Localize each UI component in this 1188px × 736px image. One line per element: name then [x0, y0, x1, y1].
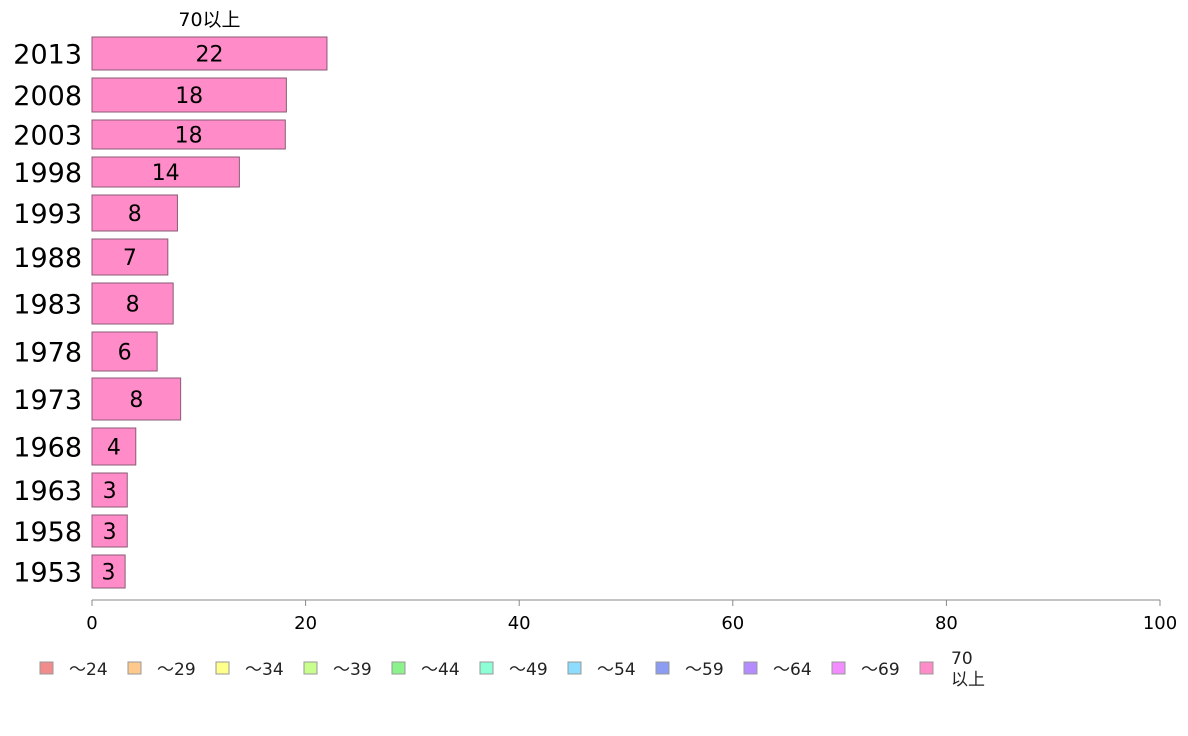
legend-swatch-6 — [567, 661, 582, 675]
category-label-1983: 1983 — [13, 290, 82, 321]
category-label-2008: 2008 — [13, 81, 82, 112]
legend-label-10: 70 以上 — [951, 649, 985, 690]
category-label-1973: 1973 — [13, 385, 82, 416]
x-tick-label-60: 60 — [721, 613, 744, 634]
bar-1978-series-10 — [91, 331, 158, 372]
value-label-1973: 8 — [129, 388, 143, 413]
legend-swatch-7 — [655, 661, 670, 675]
category-label-1998: 1998 — [13, 158, 82, 189]
legend-swatch-10 — [919, 661, 934, 675]
category-label-1953: 1953 — [13, 558, 82, 589]
legend-label-7: ～59 — [685, 660, 724, 680]
legend-label-6: ～54 — [597, 660, 636, 680]
value-label-1953: 3 — [102, 561, 116, 586]
legend-swatch-2 — [215, 661, 230, 675]
category-label-2003: 2003 — [13, 121, 82, 152]
legend-label-5: ～49 — [509, 660, 548, 680]
x-tick-label-0: 0 — [86, 613, 97, 634]
bar-1983-series-10 — [91, 282, 174, 325]
category-label-1963: 1963 — [13, 476, 82, 507]
x-tick-label-40: 40 — [508, 613, 531, 634]
legend-swatch-4 — [391, 661, 406, 675]
value-label-1968: 4 — [107, 436, 121, 461]
x-tick-label-80: 80 — [935, 613, 958, 634]
value-label-1963: 3 — [103, 479, 117, 504]
legend-swatch-8 — [743, 661, 758, 675]
legend-label-2: ～34 — [245, 660, 284, 680]
bar-1958-series-10 — [91, 514, 128, 548]
bar-2013-series-10 — [91, 36, 328, 71]
category-label-1968: 1968 — [13, 433, 82, 464]
legend-swatch-5 — [479, 661, 494, 675]
value-label-1988: 7 — [123, 246, 137, 271]
category-label-1958: 1958 — [13, 517, 82, 548]
value-label-2008: 18 — [175, 84, 203, 109]
value-label-1983: 8 — [126, 293, 140, 318]
category-labels: 2013 2008 2003 1998 1993 1988 1983 1978 1973 1968… — [13, 40, 82, 589]
legend-swatch-3 — [303, 661, 318, 675]
x-axis: 0 20 40 60 80 100 — [86, 599, 1177, 634]
x-tick-label-20: 20 — [294, 613, 317, 634]
legend-swatch-0 — [39, 661, 54, 675]
value-label-1978: 6 — [118, 341, 132, 366]
bar-2003-series-10 — [91, 119, 286, 150]
bar-2008-series-10 — [91, 77, 287, 113]
bar-1953-series-10 — [91, 554, 126, 589]
legend-label-9: ～69 — [861, 660, 900, 680]
value-label-1993: 8 — [128, 202, 142, 227]
bar-1993-series-10 — [91, 194, 178, 232]
legend: ～24 ～29 ～34 ～39 ～44 ～49 ～54 ～59 ～64 ～69 70 以上 — [39, 649, 985, 690]
category-label-2013: 2013 — [13, 40, 82, 71]
value-label-1998: 14 — [152, 161, 180, 186]
value-label-2003: 18 — [175, 124, 203, 149]
category-label-1978: 1978 — [13, 338, 82, 369]
bar-1968-series-10 — [91, 427, 137, 466]
legend-label-0: ～24 — [69, 660, 108, 680]
x-tick-label-100: 100 — [1143, 613, 1177, 634]
legend-label-1: ～29 — [157, 660, 196, 680]
value-label-2013: 22 — [195, 43, 223, 68]
category-label-1993: 1993 — [13, 199, 82, 230]
legend-swatch-9 — [831, 661, 846, 675]
bar-1963-series-10 — [91, 472, 128, 508]
legend-swatch-1 — [127, 661, 142, 675]
bar-1988-series-10 — [91, 238, 169, 276]
series-name-top-label: 70以上 — [178, 9, 240, 31]
legend-label-3: ～39 — [333, 660, 372, 680]
legend-label-8: ～64 — [773, 660, 812, 680]
legend-label-4: ～44 — [421, 660, 460, 680]
value-label-1958: 3 — [103, 520, 117, 545]
category-label-1988: 1988 — [13, 243, 82, 274]
bar-1998-series-10 — [91, 156, 240, 188]
bar-1973-series-10 — [91, 377, 182, 421]
